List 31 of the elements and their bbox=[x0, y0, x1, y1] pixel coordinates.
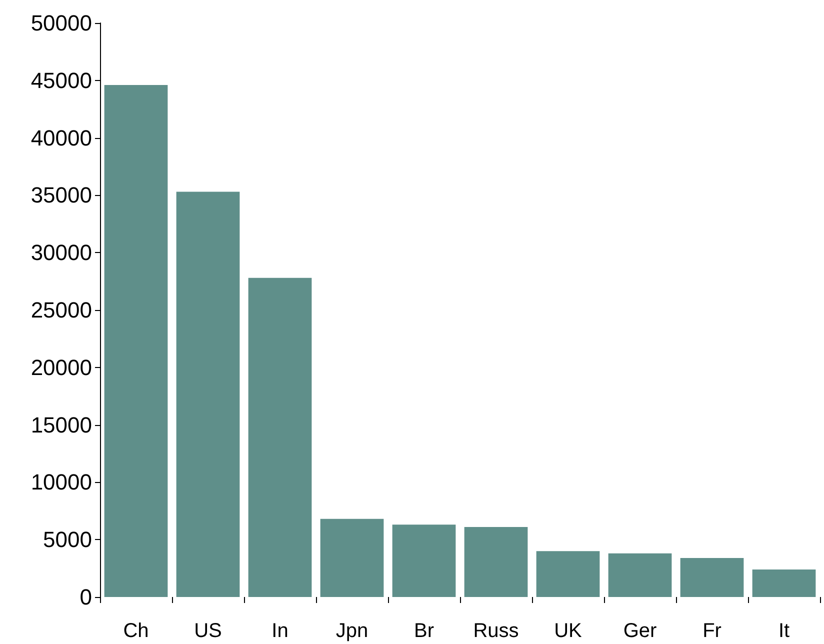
y-tick-label: 40000 bbox=[30, 125, 92, 150]
y-tick-label: 10000 bbox=[30, 470, 92, 495]
x-tick-label: Jpn bbox=[336, 620, 368, 642]
y-tick-label: 30000 bbox=[30, 240, 92, 266]
x-tick-label: UK bbox=[554, 620, 583, 642]
y-tick-label: 20000 bbox=[30, 354, 92, 380]
bar bbox=[680, 558, 744, 597]
y-tick-label: 15000 bbox=[30, 412, 92, 438]
bar bbox=[104, 84, 168, 597]
bar bbox=[176, 192, 240, 597]
bar bbox=[464, 526, 528, 597]
y-tick-label: 45000 bbox=[30, 68, 92, 93]
x-tick-label: Br bbox=[414, 620, 434, 642]
bar bbox=[536, 551, 600, 597]
x-tick-label: Fr bbox=[702, 620, 722, 642]
x-tick-label: Ger bbox=[623, 620, 658, 642]
x-tick-label: Ch bbox=[123, 620, 149, 642]
bar bbox=[608, 553, 672, 597]
x-tick-label: US bbox=[194, 620, 222, 642]
y-tick-label: 5000 bbox=[43, 527, 92, 552]
x-tick-label: Russ bbox=[473, 620, 519, 642]
y-tick-label: 0 bbox=[80, 584, 92, 610]
x-tick-label: It bbox=[778, 620, 790, 642]
y-tick-label: 25000 bbox=[30, 298, 92, 322]
bar bbox=[752, 569, 816, 597]
bar bbox=[320, 518, 384, 597]
bar bbox=[392, 524, 456, 597]
y-tick-label: 50000 bbox=[30, 10, 92, 36]
y-tick-label: 35000 bbox=[30, 182, 92, 208]
bar bbox=[248, 278, 312, 597]
x-tick-label: In bbox=[272, 620, 288, 642]
